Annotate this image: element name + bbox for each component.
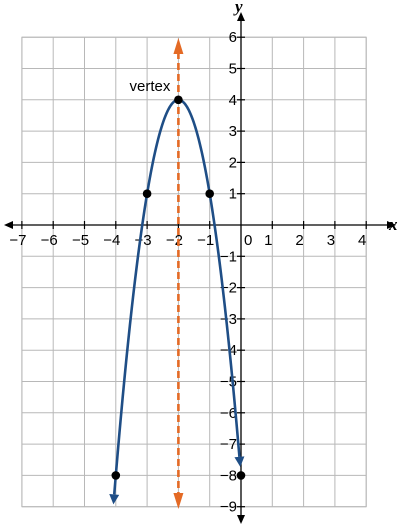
annotations: vertex <box>130 78 171 95</box>
parabola-end-arrow <box>109 494 120 505</box>
points <box>111 95 246 480</box>
x-axis-right-arrow <box>387 221 396 229</box>
parabola-end-arrow <box>234 456 245 467</box>
axes: x y <box>4 0 398 524</box>
x-tick-label: −6 <box>41 232 58 249</box>
data-point <box>111 471 121 480</box>
tick-labels: −7 −6 −5 −4 −3 −2 −1 0 1 2 3 4654321−1−2−3−4−5−6−7−… <box>9 29 366 516</box>
x-axis-title: x <box>388 215 398 234</box>
y-tick-label: −3 <box>220 311 237 328</box>
axis-of-symmetry-bottom-arrow <box>173 493 184 509</box>
x-tick-label: 4 <box>358 232 366 249</box>
x-tick-label: 3 <box>327 232 335 249</box>
y-tick-label: 1 <box>229 186 237 203</box>
data-point <box>174 95 183 105</box>
x-axis-left-arrow <box>4 221 13 229</box>
data-point <box>142 189 152 198</box>
x-tick-label: −1 <box>197 232 214 249</box>
y-tick-label: 4 <box>229 92 237 109</box>
x-tick-label: −2 <box>166 232 183 249</box>
y-tick-label: 2 <box>229 154 237 171</box>
x-tick-label: 1 <box>264 232 272 249</box>
x-tick-label: −4 <box>103 232 120 249</box>
y-tick-label: −8 <box>220 467 237 484</box>
x-tick-label: −5 <box>72 232 89 249</box>
x-tick-label: 2 <box>295 232 303 249</box>
data-point <box>205 189 214 198</box>
y-axis-bottom-arrow <box>237 515 245 524</box>
y-tick-label: −7 <box>220 436 237 453</box>
vertex-label: vertex <box>130 78 171 95</box>
grid-border <box>21 36 367 508</box>
y-tick-label: 5 <box>229 61 237 78</box>
grid <box>21 36 367 508</box>
y-tick-label: 6 <box>229 29 237 46</box>
y-tick-label: −1 <box>220 248 237 265</box>
y-tick-label: 3 <box>229 123 237 140</box>
x-tick-label: −3 <box>135 232 152 249</box>
x-tick-label: 0 <box>244 232 252 249</box>
y-tick-label: −9 <box>220 499 237 516</box>
x-tick-label: −7 <box>9 232 26 249</box>
data-point <box>236 471 246 480</box>
y-axis-top-arrow <box>237 12 245 21</box>
axis-of-symmetry-top-arrow <box>173 38 184 54</box>
y-tick-label: −6 <box>220 405 237 422</box>
y-axis-title: y <box>233 0 243 16</box>
